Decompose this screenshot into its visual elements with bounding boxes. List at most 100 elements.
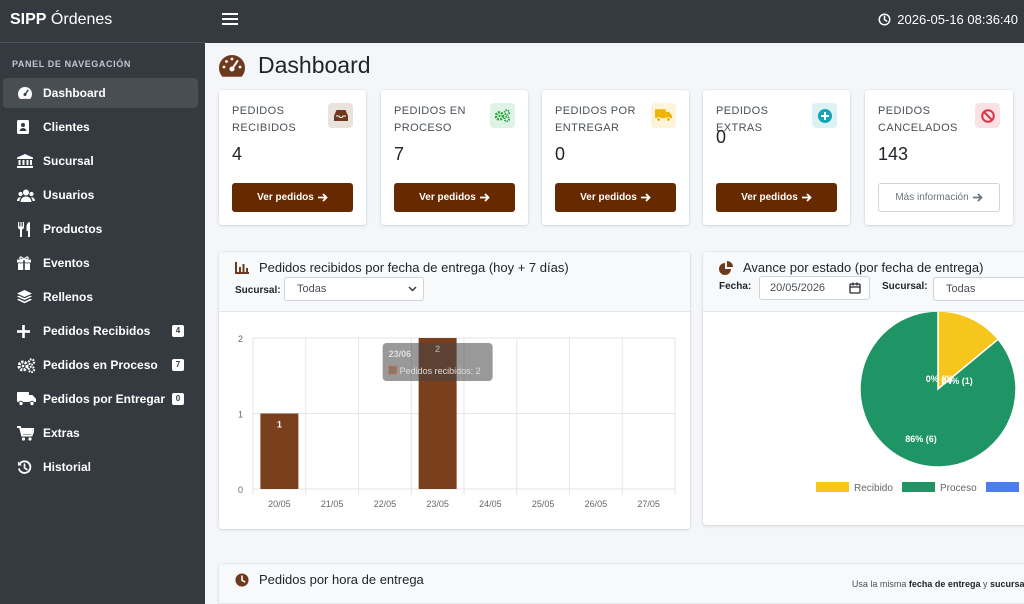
stat-value: 143	[878, 144, 909, 164]
history-icon	[17, 459, 39, 475]
stat-label: PEDIDOS EN PROCESO	[394, 105, 466, 134]
sidebar-item-label: Sucursal	[43, 154, 94, 168]
note-text-bold-1: fecha de entrega	[908, 579, 981, 589]
utensils-icon	[17, 221, 39, 237]
gears-icon	[17, 357, 39, 373]
sidebar-item-usuarios[interactable]: Usuarios	[3, 180, 198, 210]
x-tick-label: 25/05	[532, 499, 555, 509]
truck-icon	[17, 392, 39, 406]
pie-chart-icon	[719, 260, 733, 275]
pie-slice	[859, 312, 1017, 468]
dashboard-icon	[17, 86, 39, 100]
note-text-bold-2: sucursal	[989, 579, 1024, 589]
gears-icon	[490, 103, 515, 128]
cart-icon	[17, 425, 39, 441]
fecha-input[interactable]: 20/05/2026	[759, 276, 870, 300]
sidebar-item-clientes[interactable]: Clientes	[3, 112, 198, 142]
sidebar-item-historial[interactable]: Historial	[3, 452, 198, 482]
pie-chart: 14% (1) 86% (6) 0% (0) Recibido Proceso	[816, 312, 1019, 494]
sidebar-item-rellenos[interactable]: Rellenos	[3, 282, 198, 312]
stat-card-pedidos-extras: PEDIDOS EXTRAS 0 Ver pedidos	[703, 90, 850, 225]
sidebar-item-label: Eventos	[43, 256, 90, 270]
pie-card-title: Avance por estado (por fecha de entrega)	[719, 260, 983, 275]
sidebar-item-productos[interactable]: Productos	[3, 214, 198, 244]
data-label: 1	[277, 420, 282, 430]
sucursal-label: Sucursal:	[235, 285, 281, 296]
users-icon	[17, 189, 39, 202]
brand-link[interactable]: SIPP Órdenes	[0, 0, 205, 43]
page-title: Dashboard	[218, 52, 371, 79]
slice-label: 14% (1)	[941, 376, 973, 386]
inbox-icon	[328, 103, 353, 128]
legend-swatch	[902, 482, 935, 492]
layers-icon	[17, 290, 39, 304]
legend-swatch	[986, 482, 1019, 492]
sidebar-nav: Dashboard Clientes Sucursal Usuarios Product…	[0, 78, 205, 482]
ban-icon	[975, 103, 1000, 128]
sidebar-item-eventos[interactable]: Eventos	[3, 248, 198, 278]
sidebar-item-label: Clientes	[43, 120, 90, 134]
pie-card-title-text: Avance por estado (por fecha de entrega)	[743, 260, 984, 275]
tooltip-text: Pedidos recibidos: 2	[400, 366, 481, 376]
bank-icon	[17, 154, 39, 168]
arrow-right-icon	[972, 193, 983, 202]
view-orders-button[interactable]: Ver pedidos	[394, 183, 515, 212]
sucursal-select[interactable]: Todas	[284, 277, 424, 301]
arrow-right-icon	[801, 193, 812, 202]
sidebar-item-label: Extras	[43, 426, 80, 440]
chevron-down-icon	[408, 286, 417, 292]
arrow-right-icon	[640, 193, 651, 202]
stat-value: 0	[555, 144, 566, 164]
pie-slice	[937, 312, 1000, 391]
arrow-right-icon	[479, 193, 490, 202]
sidebar-item-pedidos-por-entregar[interactable]: Pedidos por Entregar 0	[3, 384, 198, 414]
page-title-text: Dashboard	[258, 52, 371, 78]
hourly-card: Pedidos por hora de entrega Usa la misma…	[219, 564, 1024, 604]
sidebar-item-label: Dashboard	[43, 86, 106, 100]
sidebar-item-label: Productos	[43, 222, 103, 236]
bar-chart-icon	[235, 261, 249, 274]
stat-label: PEDIDOS EXTRAS	[716, 105, 769, 134]
bar-card-title: Pedidos recibidos por fecha de entrega (…	[235, 260, 569, 275]
note-text-2: y	[980, 579, 990, 589]
plus-icon	[17, 324, 39, 338]
sidebar-item-pedidos-en-proceso[interactable]: Pedidos en Proceso 7	[3, 350, 198, 380]
stat-card-pedidos-por-entregar: PEDIDOS POR ENTREGAR 0 Ver pedidos	[542, 90, 689, 225]
stat-value: 0	[716, 127, 727, 147]
more-info-button[interactable]: Más información	[878, 183, 1000, 212]
pie-sucursal-select[interactable]: Todas	[933, 277, 1024, 301]
tooltip-swatch	[388, 365, 398, 375]
slice-label: 86% (6)	[905, 434, 937, 444]
count-badge: 4	[172, 325, 184, 337]
button-label: Más información	[895, 192, 969, 203]
view-orders-button[interactable]: Ver pedidos	[555, 183, 676, 212]
legend-label: Recibido	[854, 483, 893, 494]
x-tick-label: 20/05	[268, 499, 291, 509]
menu-toggle-icon[interactable]	[222, 11, 238, 27]
calendar-icon[interactable]	[849, 282, 861, 294]
stat-card-pedidos-recibidos: PEDIDOS RECIBIDOS 4 Ver pedidos	[219, 90, 366, 225]
datetime-text: 2026-05-16 08:36:40	[897, 12, 1018, 27]
bar-card-title-text: Pedidos recibidos por fecha de entrega (…	[259, 260, 569, 275]
main-content: Dashboard PEDIDOS RECIBIDOS 4 Ver pedidos P…	[205, 43, 1024, 604]
stat-label: PEDIDOS CANCELADOS	[878, 105, 958, 134]
x-tick-label: 23/05	[426, 499, 449, 509]
x-tick-label: 21/05	[321, 499, 344, 509]
sidebar-item-extras[interactable]: Extras	[3, 418, 198, 448]
hourly-card-title-text: Pedidos por hora de entrega	[259, 572, 424, 587]
chart-tooltip: 23/06 Pedidos recibidos: 2	[382, 343, 493, 381]
sidebar-item-sucursal[interactable]: Sucursal	[3, 146, 198, 176]
sidebar-item-pedidos-recibidos[interactable]: Pedidos Recibidos 4	[3, 316, 198, 346]
y-tick-label: 1	[238, 410, 243, 420]
sidebar-header: PANEL DE NAVEGACIÓN	[12, 59, 131, 69]
button-label: Ver pedidos	[741, 192, 798, 203]
plus-circle-icon	[812, 103, 837, 128]
sucursal-select-value: Todas	[297, 283, 327, 295]
sidebar-item-label: Pedidos en Proceso	[43, 358, 158, 372]
hourly-card-note: Usa la misma fecha de entrega y sucursal	[852, 579, 1024, 589]
dashboard-icon	[219, 54, 245, 77]
sidebar-item-dashboard[interactable]: Dashboard	[3, 78, 198, 108]
view-orders-button[interactable]: Ver pedidos	[716, 183, 837, 212]
truck-icon	[651, 103, 676, 128]
view-orders-button[interactable]: Ver pedidos	[232, 183, 353, 212]
